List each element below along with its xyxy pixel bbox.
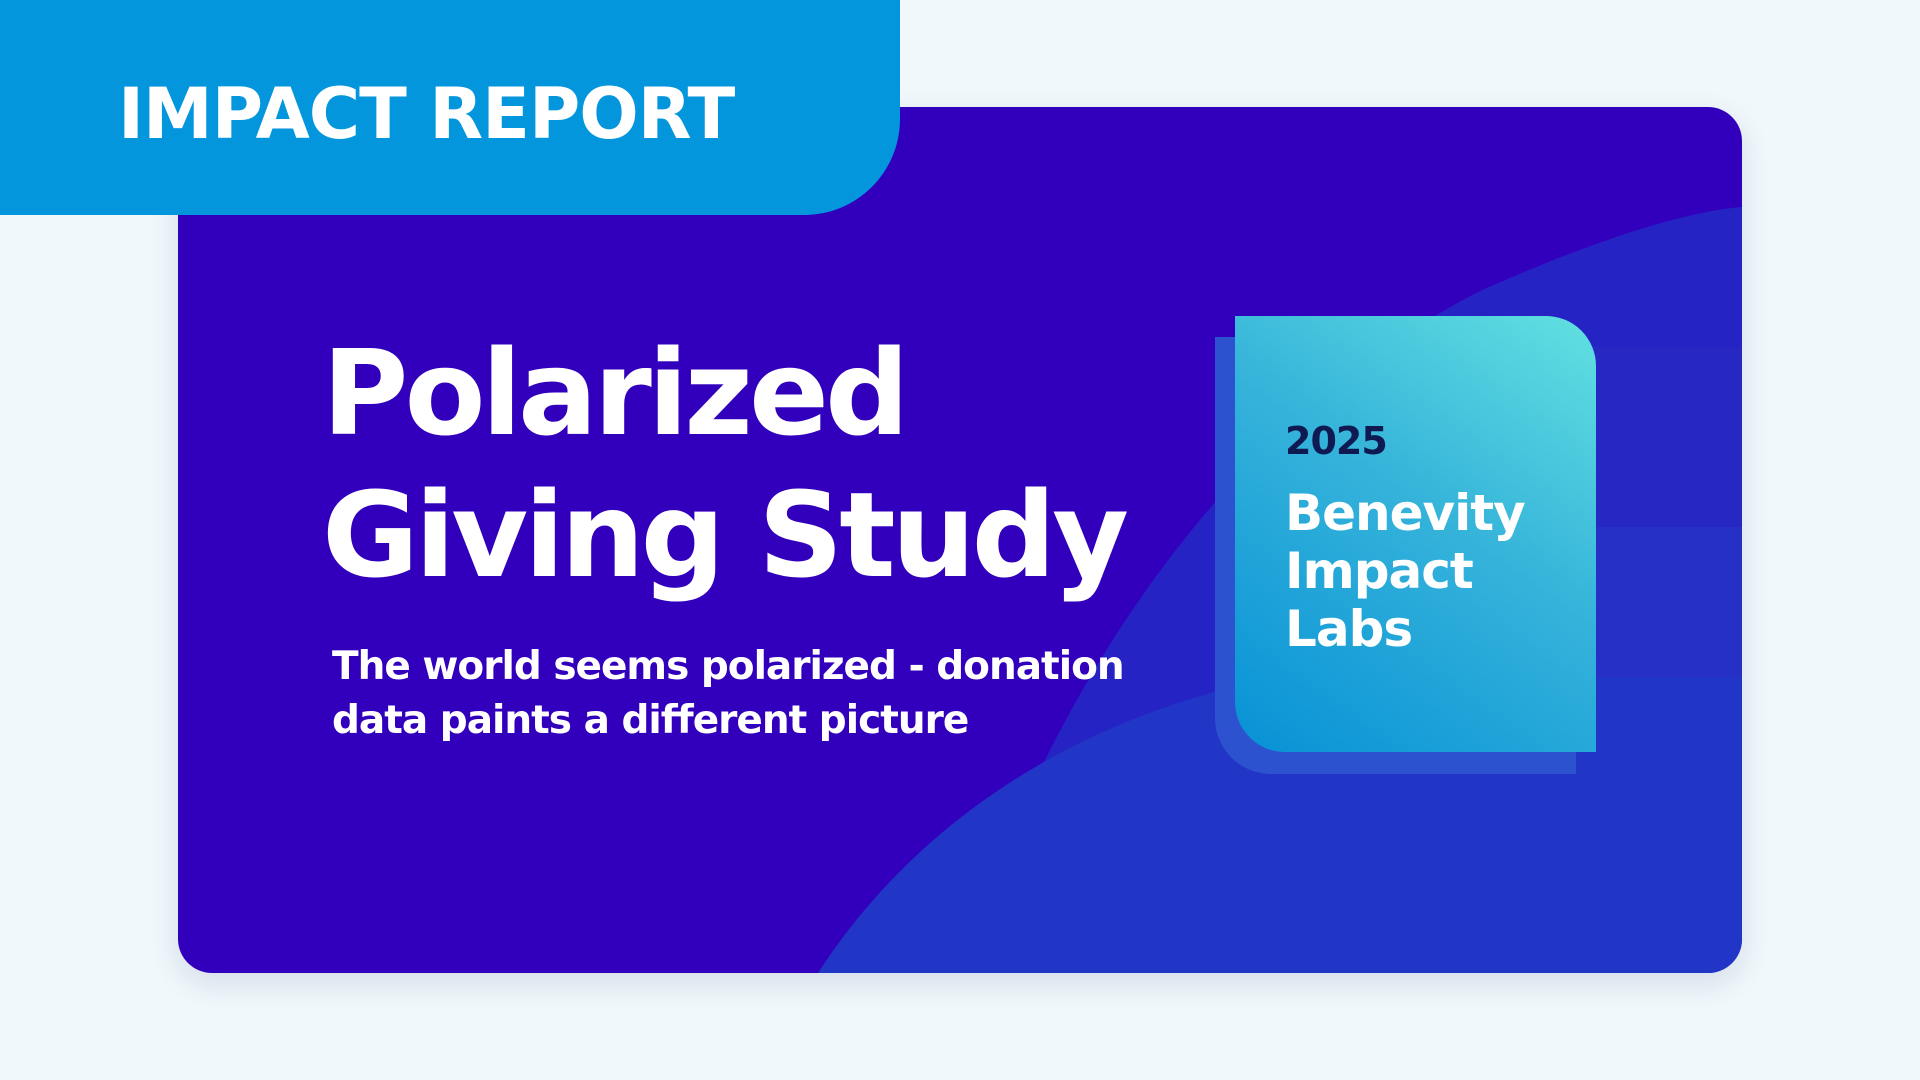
report-type-label: IMPACT REPORT [118, 73, 735, 155]
page-subtitle: The world seems polarized - donation dat… [332, 640, 1152, 748]
badge-organization-line-2: Impact [1285, 542, 1474, 600]
page-title-line-2: Giving Study [322, 466, 1129, 604]
badge-organization-line-1: Benevity [1285, 484, 1526, 542]
page-title-line-1: Polarized [322, 324, 909, 462]
badge-organization-line-3: Labs [1285, 600, 1413, 658]
page-title: Polarized Giving Study [322, 322, 1129, 606]
page-subtitle-line-1: The world seems polarized - donation [332, 644, 1125, 689]
report-type-tab: IMPACT REPORT [0, 0, 900, 215]
page-subtitle-line-2: data paints a different picture [332, 698, 969, 743]
publisher-badge: 2025 Benevity Impact Labs [1235, 316, 1596, 752]
badge-organization: Benevity Impact Labs [1285, 484, 1526, 658]
badge-year: 2025 [1285, 419, 1388, 463]
